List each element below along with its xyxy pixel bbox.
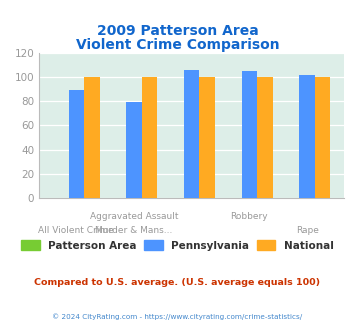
Text: © 2024 CityRating.com - https://www.cityrating.com/crime-statistics/: © 2024 CityRating.com - https://www.city… bbox=[53, 314, 302, 320]
Bar bbox=[142, 77, 157, 198]
Text: Robbery: Robbery bbox=[231, 212, 268, 221]
Text: 2009 Patterson Area: 2009 Patterson Area bbox=[97, 24, 258, 38]
Bar bbox=[200, 77, 215, 198]
Bar bbox=[257, 77, 273, 198]
Text: Aggravated Assault: Aggravated Assault bbox=[90, 212, 178, 221]
Bar bbox=[184, 70, 200, 198]
Text: Rape: Rape bbox=[296, 226, 318, 235]
Bar bbox=[242, 71, 257, 198]
Text: Murder & Mans...: Murder & Mans... bbox=[95, 226, 173, 235]
Bar bbox=[69, 90, 84, 198]
Legend: Patterson Area, Pennsylvania, National: Patterson Area, Pennsylvania, National bbox=[21, 240, 334, 250]
Bar bbox=[315, 77, 331, 198]
Text: Violent Crime Comparison: Violent Crime Comparison bbox=[76, 38, 279, 51]
Bar bbox=[126, 102, 142, 198]
Text: Compared to U.S. average. (U.S. average equals 100): Compared to U.S. average. (U.S. average … bbox=[34, 278, 321, 287]
Bar bbox=[84, 77, 100, 198]
Bar bbox=[299, 75, 315, 198]
Text: All Violent Crime: All Violent Crime bbox=[38, 226, 114, 235]
